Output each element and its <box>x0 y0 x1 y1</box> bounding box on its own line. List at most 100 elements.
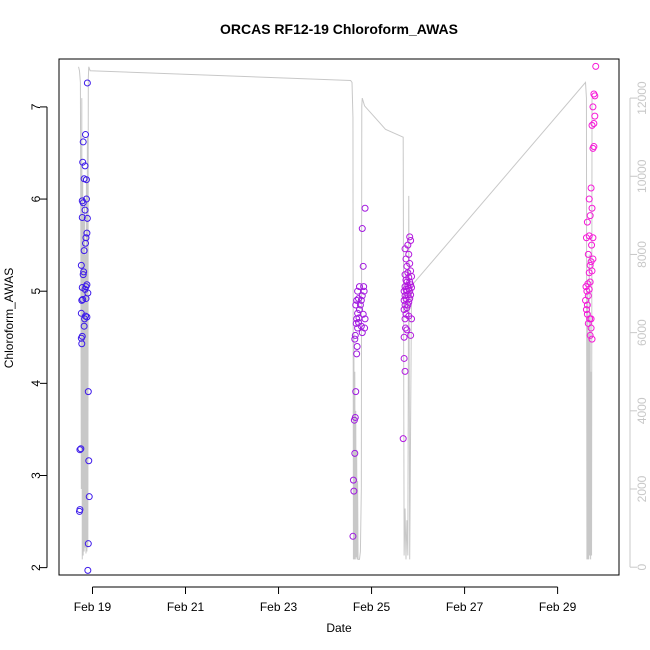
data-point <box>360 287 368 295</box>
data-point <box>402 324 410 332</box>
data-point <box>400 354 408 362</box>
data-point <box>83 229 91 237</box>
y-tick-label: 7 <box>29 103 43 110</box>
data-point <box>583 301 591 309</box>
data-point <box>81 162 89 170</box>
data-point <box>84 540 92 548</box>
y-right-tick-label: 2000 <box>635 475 649 502</box>
data-point <box>400 333 408 341</box>
data-point <box>407 291 415 299</box>
data-point <box>354 287 362 295</box>
data-point <box>84 566 92 574</box>
x-tick-label: Feb 21 <box>167 600 205 614</box>
data-point <box>355 306 363 314</box>
data-point <box>590 143 598 151</box>
data-point <box>585 195 593 203</box>
data-point <box>592 62 600 70</box>
data-point <box>405 250 413 258</box>
data-point <box>84 388 92 396</box>
data-point <box>590 120 598 127</box>
y-right-tick-label: 8000 <box>635 241 649 268</box>
data-point <box>352 301 360 309</box>
data-point <box>355 283 363 291</box>
plot-frame <box>58 58 620 576</box>
data-point <box>587 184 595 192</box>
points-layer <box>75 62 600 574</box>
data-point <box>351 331 359 339</box>
data-point <box>585 232 593 240</box>
data-point <box>352 388 360 396</box>
x-tick-label: Feb 27 <box>446 600 484 614</box>
data-point <box>586 261 594 269</box>
data-point <box>78 213 86 221</box>
data-point <box>407 237 415 245</box>
data-point <box>361 315 369 323</box>
data-point <box>407 331 415 339</box>
x-tick-label: Feb 23 <box>260 600 298 614</box>
data-point <box>582 306 590 314</box>
data-point <box>349 532 357 540</box>
data-point <box>590 90 598 98</box>
y-axis-right: 0 2000 4000 6000 8000 10000 12000 <box>629 81 649 571</box>
data-point <box>401 367 409 375</box>
data-point <box>81 206 89 214</box>
data-point <box>80 322 88 330</box>
data-point <box>80 268 88 276</box>
data-point <box>78 296 86 304</box>
data-point <box>77 445 85 453</box>
data-point <box>589 234 597 242</box>
data-point <box>349 476 357 484</box>
data-point <box>76 446 84 454</box>
y-right-tick-label: 6000 <box>635 319 649 346</box>
data-point <box>407 267 415 275</box>
data-point <box>353 342 361 350</box>
data-point <box>78 340 86 348</box>
data-point <box>78 332 86 340</box>
data-point <box>589 255 597 263</box>
y-tick-label: 5 <box>29 288 43 295</box>
data-point <box>85 493 93 501</box>
data-point <box>82 295 90 303</box>
line-trace-layer <box>78 66 593 560</box>
data-point <box>358 225 366 233</box>
data-point <box>77 261 85 269</box>
data-point <box>358 329 366 337</box>
data-point <box>351 413 359 421</box>
data-point <box>353 350 361 358</box>
data-point <box>82 131 90 139</box>
y-right-tick-label: 12000 <box>635 81 649 115</box>
data-point <box>588 335 596 343</box>
data-point <box>361 204 369 212</box>
data-point <box>584 292 592 300</box>
data-point <box>80 247 88 255</box>
data-point <box>351 449 359 457</box>
data-point <box>586 212 594 220</box>
y-tick-label: 6 <box>29 195 43 202</box>
data-point <box>83 281 91 289</box>
y-right-tick-label: 10000 <box>635 159 649 193</box>
data-point <box>79 138 87 146</box>
y-right-tick-label: 4000 <box>635 397 649 424</box>
data-point <box>360 283 368 291</box>
data-point <box>583 287 591 295</box>
data-point <box>588 121 596 129</box>
data-point <box>82 176 90 184</box>
data-point <box>403 326 411 334</box>
data-point <box>591 112 599 120</box>
x-tick-label: Feb 25 <box>353 600 391 614</box>
data-point <box>359 310 367 318</box>
data-point <box>357 322 365 330</box>
y-axis-label: Chloroform_AWAS <box>2 268 16 368</box>
data-point <box>353 296 361 304</box>
y-tick-label: 3 <box>29 472 43 479</box>
x-tick-label: Feb 29 <box>539 600 577 614</box>
y-right-tick-label: 0 <box>635 564 649 571</box>
data-point <box>587 324 595 332</box>
data-point <box>588 241 596 249</box>
data-point <box>584 250 592 258</box>
data-point <box>79 295 87 303</box>
data-point <box>83 79 91 87</box>
data-point <box>406 260 414 268</box>
